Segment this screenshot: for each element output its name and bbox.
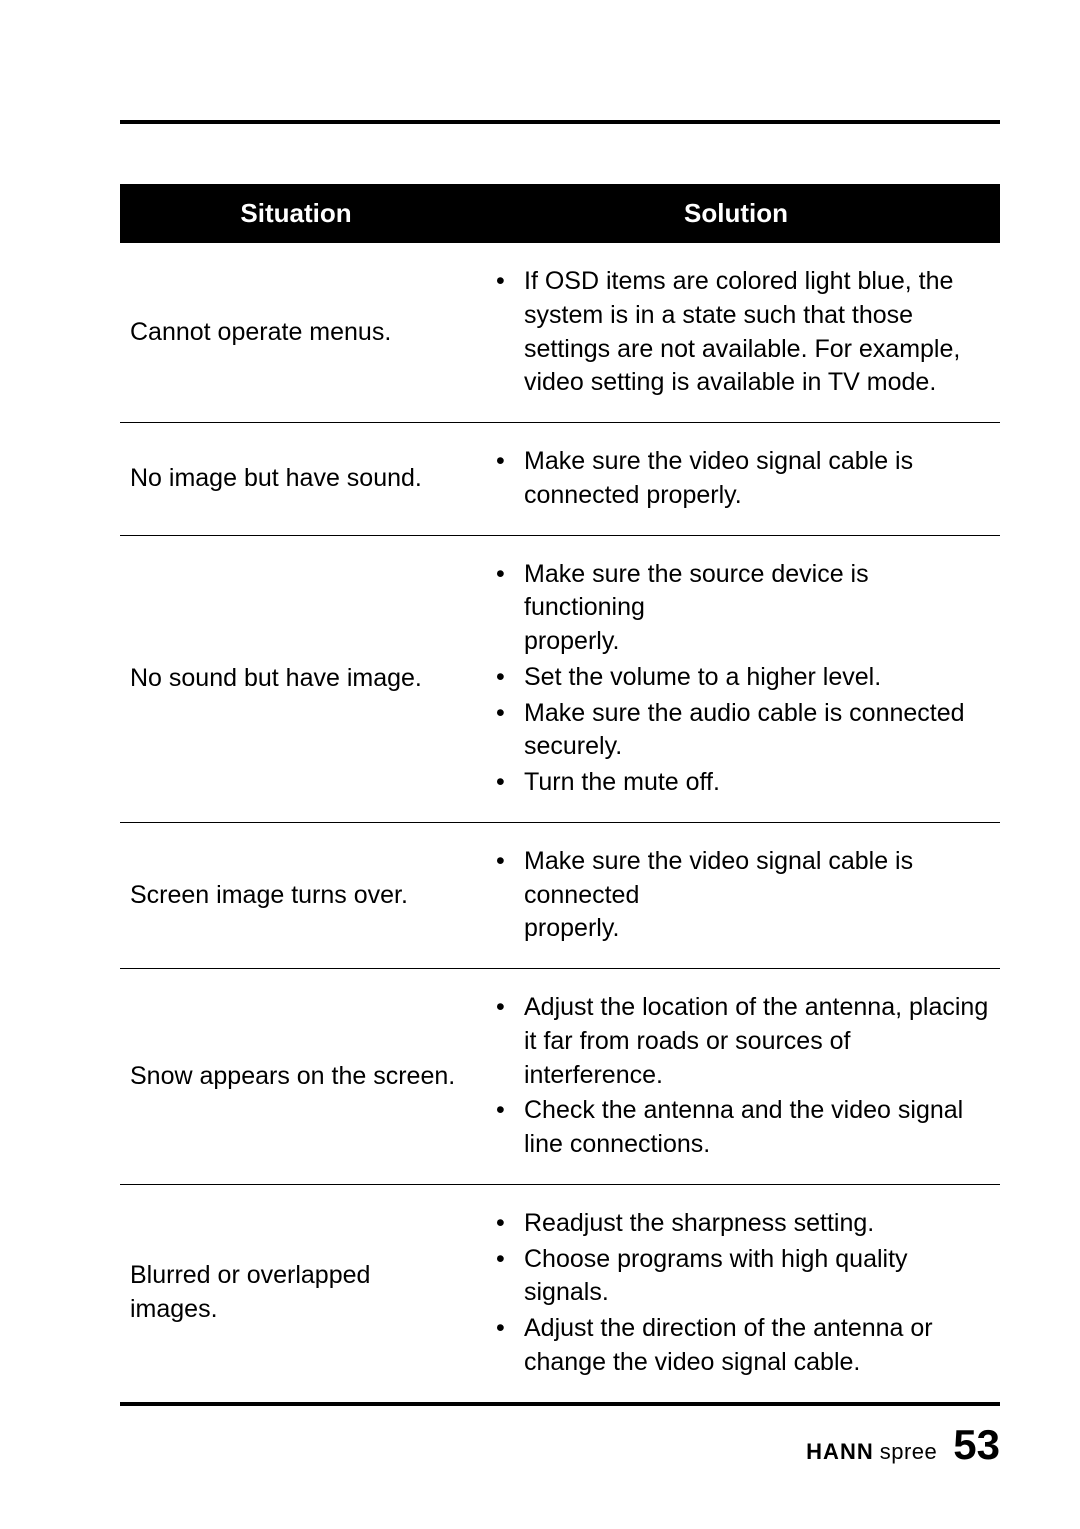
solution-item: Adjust the location of the antenna, plac… <box>482 991 990 1092</box>
troubleshoot-table: Situation Solution Cannot operate menus.… <box>120 184 1000 1406</box>
solution-item: If OSD items are colored light blue, the… <box>482 265 990 400</box>
solution-list: Adjust the location of the antenna, plac… <box>482 991 990 1162</box>
brand-hann: HANN <box>806 1439 874 1465</box>
table-row: Snow appears on the screen.Adjust the lo… <box>120 969 1000 1185</box>
situation-cell: Blurred or overlapped images. <box>120 1184 472 1403</box>
solution-list: Make sure the video signal cable is conn… <box>482 445 990 513</box>
solution-cell: Make sure the source device is functioni… <box>472 535 1000 822</box>
solution-item: Turn the mute off. <box>482 766 990 800</box>
solution-list: Make sure the source device is functioni… <box>482 558 990 800</box>
header-situation: Situation <box>120 184 472 243</box>
top-divider <box>120 120 1000 124</box>
solution-item: Make sure the video signal cable is conn… <box>482 845 990 946</box>
table-row: Cannot operate menus.If OSD items are co… <box>120 243 1000 423</box>
situation-cell: No image but have sound. <box>120 423 472 536</box>
situation-cell: Snow appears on the screen. <box>120 969 472 1185</box>
solution-item: Make sure the video signal cable is conn… <box>482 445 990 513</box>
situation-cell: No sound but have image. <box>120 535 472 822</box>
page-footer: HANNspree 53 <box>806 1421 1000 1469</box>
solution-item: Make sure the audio cable is connected s… <box>482 697 990 765</box>
solution-list: Readjust the sharpness setting.Choose pr… <box>482 1207 990 1380</box>
solution-cell: If OSD items are colored light blue, the… <box>472 243 1000 423</box>
table-row: No sound but have image.Make sure the so… <box>120 535 1000 822</box>
table-header-row: Situation Solution <box>120 184 1000 243</box>
solution-cell: Make sure the video signal cable is conn… <box>472 822 1000 968</box>
solution-list: If OSD items are colored light blue, the… <box>482 265 990 400</box>
solution-item: Make sure the source device is functioni… <box>482 558 990 659</box>
solution-item: Check the antenna and the video signal l… <box>482 1094 990 1162</box>
situation-cell: Screen image turns over. <box>120 822 472 968</box>
page-number: 53 <box>953 1421 1000 1469</box>
table-row: Blurred or overlapped images.Readjust th… <box>120 1184 1000 1403</box>
table-row: Screen image turns over.Make sure the vi… <box>120 822 1000 968</box>
header-solution: Solution <box>472 184 1000 243</box>
solution-item: Readjust the sharpness setting. <box>482 1207 990 1241</box>
solution-item: Adjust the direction of the antenna or c… <box>482 1312 990 1380</box>
table-row: No image but have sound.Make sure the vi… <box>120 423 1000 536</box>
page-container: Situation Solution Cannot operate menus.… <box>0 0 1080 1529</box>
solution-cell: Adjust the location of the antenna, plac… <box>472 969 1000 1185</box>
solution-cell: Make sure the video signal cable is conn… <box>472 423 1000 536</box>
solution-item: Set the volume to a higher level. <box>482 661 990 695</box>
solution-list: Make sure the video signal cable is conn… <box>482 845 990 946</box>
solution-cell: Readjust the sharpness setting.Choose pr… <box>472 1184 1000 1403</box>
solution-item: Choose programs with high quality signal… <box>482 1243 990 1311</box>
brand-spree: spree <box>880 1439 938 1465</box>
table-body: Cannot operate menus.If OSD items are co… <box>120 243 1000 1404</box>
situation-cell: Cannot operate menus. <box>120 243 472 423</box>
